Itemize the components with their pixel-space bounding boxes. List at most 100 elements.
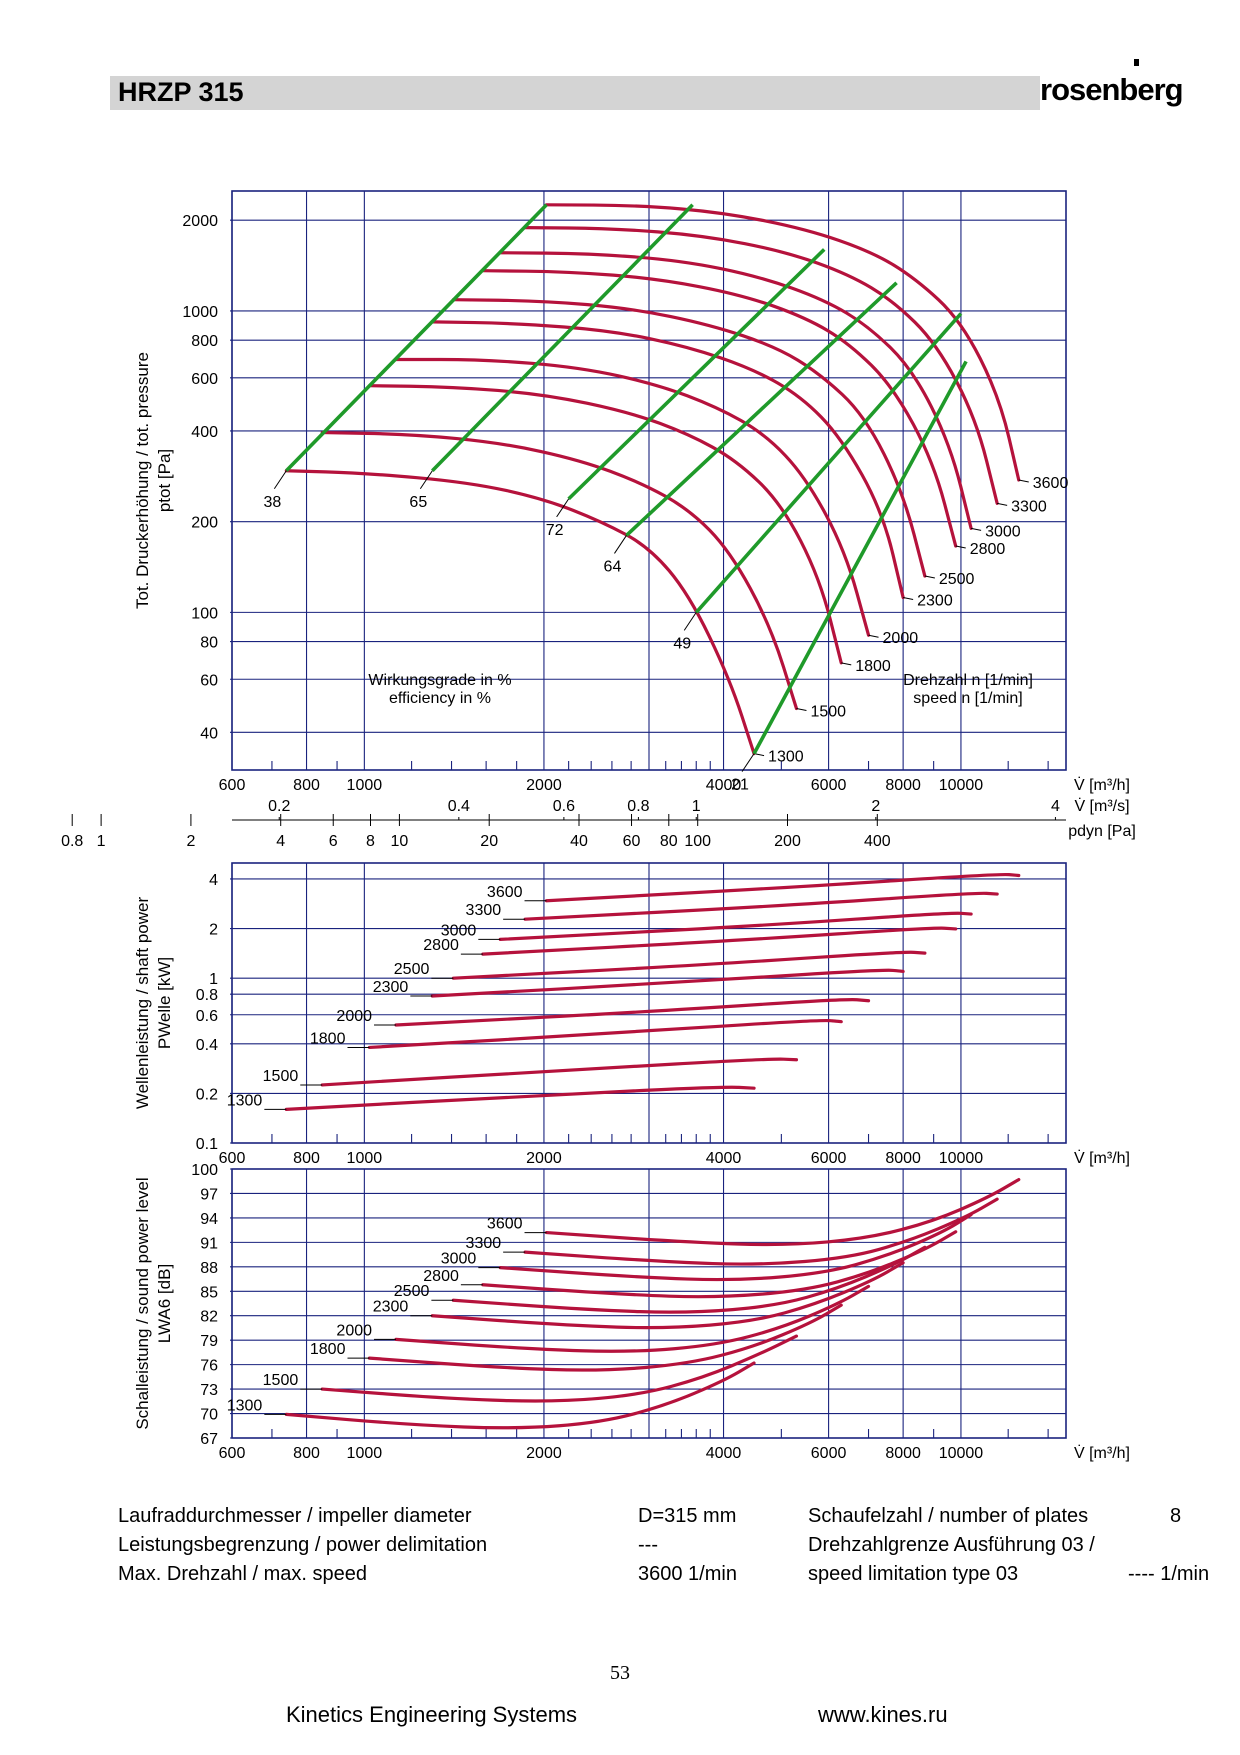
- flow-m3s-tick-label: 2: [871, 798, 880, 815]
- pressure-curve-1300: [284, 469, 756, 756]
- pressure-curve-3000: [498, 251, 973, 530]
- spec-value-max-speed: 3600 1/min: [638, 1563, 737, 1585]
- shaft-power-x-tick-label: 1000: [347, 1150, 383, 1167]
- efficiency-leader-72: [556, 498, 570, 518]
- shaft-power-x-tick-label: 600: [219, 1150, 246, 1167]
- pressure-y-tick-label: 100: [191, 605, 218, 622]
- shaft-power-curve-2800: [481, 926, 958, 956]
- pressure-label-leader-2500: [924, 575, 935, 579]
- shaft-power-speed-label-3300: 3300: [466, 902, 502, 919]
- sound-power-speed-label-2000: 2000: [336, 1322, 372, 1339]
- spec-label-power-delimitation: Leistungsbegrenzung / power delimitation: [118, 1534, 488, 1556]
- shaft-power-y-axis-unit: PWelle [kW]: [155, 957, 174, 1049]
- spec-value-impeller-diameter: D=315 mm: [638, 1505, 737, 1527]
- pressure-speed-label-3600: 3600: [1033, 475, 1069, 492]
- sound-power-y-tick-label: 85: [200, 1284, 218, 1301]
- secondary-axes: 0.2 0.4 0.6 0.8 1 2 4 V̇ [m³/s] 0.8 1 2 4 6 8 10 20 40 60…: [61, 797, 1136, 850]
- flow-m3s-tick-label: 0.4: [448, 798, 470, 815]
- sound-power-x-tick-label: 1000: [347, 1445, 383, 1462]
- shaft-power-curve-1500: [320, 1057, 799, 1087]
- sound-power-curve-3000: [498, 1213, 973, 1282]
- pressure-speed-label-2300: 2300: [917, 593, 953, 610]
- shaft-power-curve-2500: [451, 950, 927, 980]
- pressure-speed-label-3000: 3000: [985, 523, 1021, 540]
- efficiency-label-72: 72: [546, 522, 564, 539]
- pressure-curve-2800: [481, 269, 958, 548]
- efficiency-line-72: [567, 248, 826, 501]
- shaft-power-speed-label-1800: 1800: [310, 1030, 346, 1047]
- pressure-label-leader-3000: [971, 527, 982, 531]
- shaft-power-curve-1300: [284, 1085, 756, 1111]
- pdyn-tick-label: 0.8: [61, 833, 83, 850]
- shaft-power-y-tick-label: 1: [209, 971, 218, 988]
- efficiency-leader-49: [683, 612, 697, 631]
- sound-power-speed-label-1500: 1500: [263, 1372, 299, 1389]
- pressure-y-tick-label: 400: [191, 424, 218, 441]
- pressure-curve-1500: [320, 430, 799, 711]
- efficiency-leader-38: [273, 470, 287, 490]
- sound-power-y-tick-label: 73: [200, 1382, 218, 1399]
- sound-power-x-axis-label: V̇ [m³/h]: [1074, 1444, 1130, 1462]
- pressure-speed-label-2000: 2000: [883, 630, 919, 647]
- sound-power-curve-2800: [481, 1230, 958, 1299]
- sound-power-curve-1500: [320, 1334, 799, 1403]
- sound-power-speed-label-3300: 3300: [466, 1235, 502, 1252]
- pdyn-tick-label: 1: [97, 833, 106, 850]
- page-number: 53: [610, 1662, 630, 1684]
- efficiency-label-49: 49: [673, 635, 691, 652]
- efficiency-leader-64: [614, 535, 627, 554]
- shaft-power-speed-label-2000: 2000: [336, 1008, 372, 1025]
- pressure-x-tick-label: 6000: [811, 777, 847, 794]
- efficiency-line-64: [625, 281, 898, 537]
- pressure-speed-label-2500: 2500: [939, 571, 975, 588]
- pressure-curve-3600: [544, 203, 1021, 482]
- flow-m3s-tick-label: 4: [1051, 798, 1060, 815]
- pressure-speed-label-1300: 1300: [768, 749, 804, 766]
- spec-label-impeller-diameter: Laufraddurchmesser / impeller diameter: [118, 1505, 472, 1527]
- pressure-y-tick-label: 200: [191, 515, 218, 532]
- sound-power-y-tick-label: 97: [200, 1186, 218, 1203]
- flow-m3s-tick-label: 0.8: [627, 798, 649, 815]
- pressure-y-tick-label: 1000: [182, 304, 218, 321]
- efficiency-leader-21: [741, 753, 755, 772]
- pressure-frame: 2000 1000 800 600 400 200 100 80 60 40 600 800 1000 2…: [133, 190, 1130, 794]
- shaft-power-curve-3300: [523, 891, 999, 921]
- shaft-power-y-tick-label: 4: [209, 872, 218, 889]
- sound-power-x-tick-label: 600: [219, 1445, 246, 1462]
- shaft-power-speed-label-2800: 2800: [423, 937, 459, 954]
- shaft-power-x-tick-label: 6000: [811, 1150, 847, 1167]
- pdyn-tick-label: 60: [623, 833, 641, 850]
- spec-value-power-delimitation: ---: [638, 1534, 658, 1556]
- efficiency-lines: 38 65 72 64 49 21: [263, 203, 968, 794]
- pressure-label-leader-1500: [796, 707, 807, 711]
- pressure-y-axis-label: Tot. Druckerhöhung / tot. pressure: [133, 352, 152, 609]
- shaft-power-y-tick-label: 0.6: [196, 1008, 218, 1025]
- pressure-label-leader-2800: [955, 545, 966, 549]
- efficiency-line-65: [431, 203, 694, 473]
- sound-power-y-tick-label: 82: [200, 1309, 218, 1326]
- shaft-power-speed-label-2500: 2500: [394, 961, 430, 978]
- pressure-y-tick-label: 600: [191, 371, 218, 388]
- efficiency-label-64: 64: [604, 558, 622, 575]
- flow-m3s-tick-label: 1: [692, 798, 701, 815]
- shaft-power-curve-2000: [394, 998, 871, 1027]
- pdyn-tick-label: 4: [276, 833, 285, 850]
- efficiency-line-38: [285, 203, 548, 473]
- efficiency-annotation-de: Wirkungsgrade in %: [368, 672, 511, 689]
- pressure-label-leader-2300: [903, 597, 914, 601]
- sound-power-curve-2000: [394, 1284, 871, 1353]
- sound-power-x-tick-label: 6000: [811, 1445, 847, 1462]
- sound-power-speed-label-3000: 3000: [441, 1251, 477, 1268]
- sound-power-speed-label-2500: 2500: [394, 1283, 430, 1300]
- sound-power-x-tick-label: 8000: [885, 1445, 921, 1462]
- sound-power-speed-label-2300: 2300: [373, 1299, 409, 1316]
- speed-annotation-en: speed n [1/min]: [913, 690, 1022, 707]
- sound-power-curve-3600: [544, 1177, 1021, 1247]
- pressure-x-tick-label: 1000: [347, 777, 383, 794]
- pressure-speed-label-3300: 3300: [1011, 498, 1047, 515]
- pdyn-axis-label: pdyn [Pa]: [1068, 823, 1136, 840]
- shaft-power-speed-label-2300: 2300: [373, 979, 409, 996]
- spec-label-speed-limitation: speed limitation type 03: [808, 1563, 1019, 1585]
